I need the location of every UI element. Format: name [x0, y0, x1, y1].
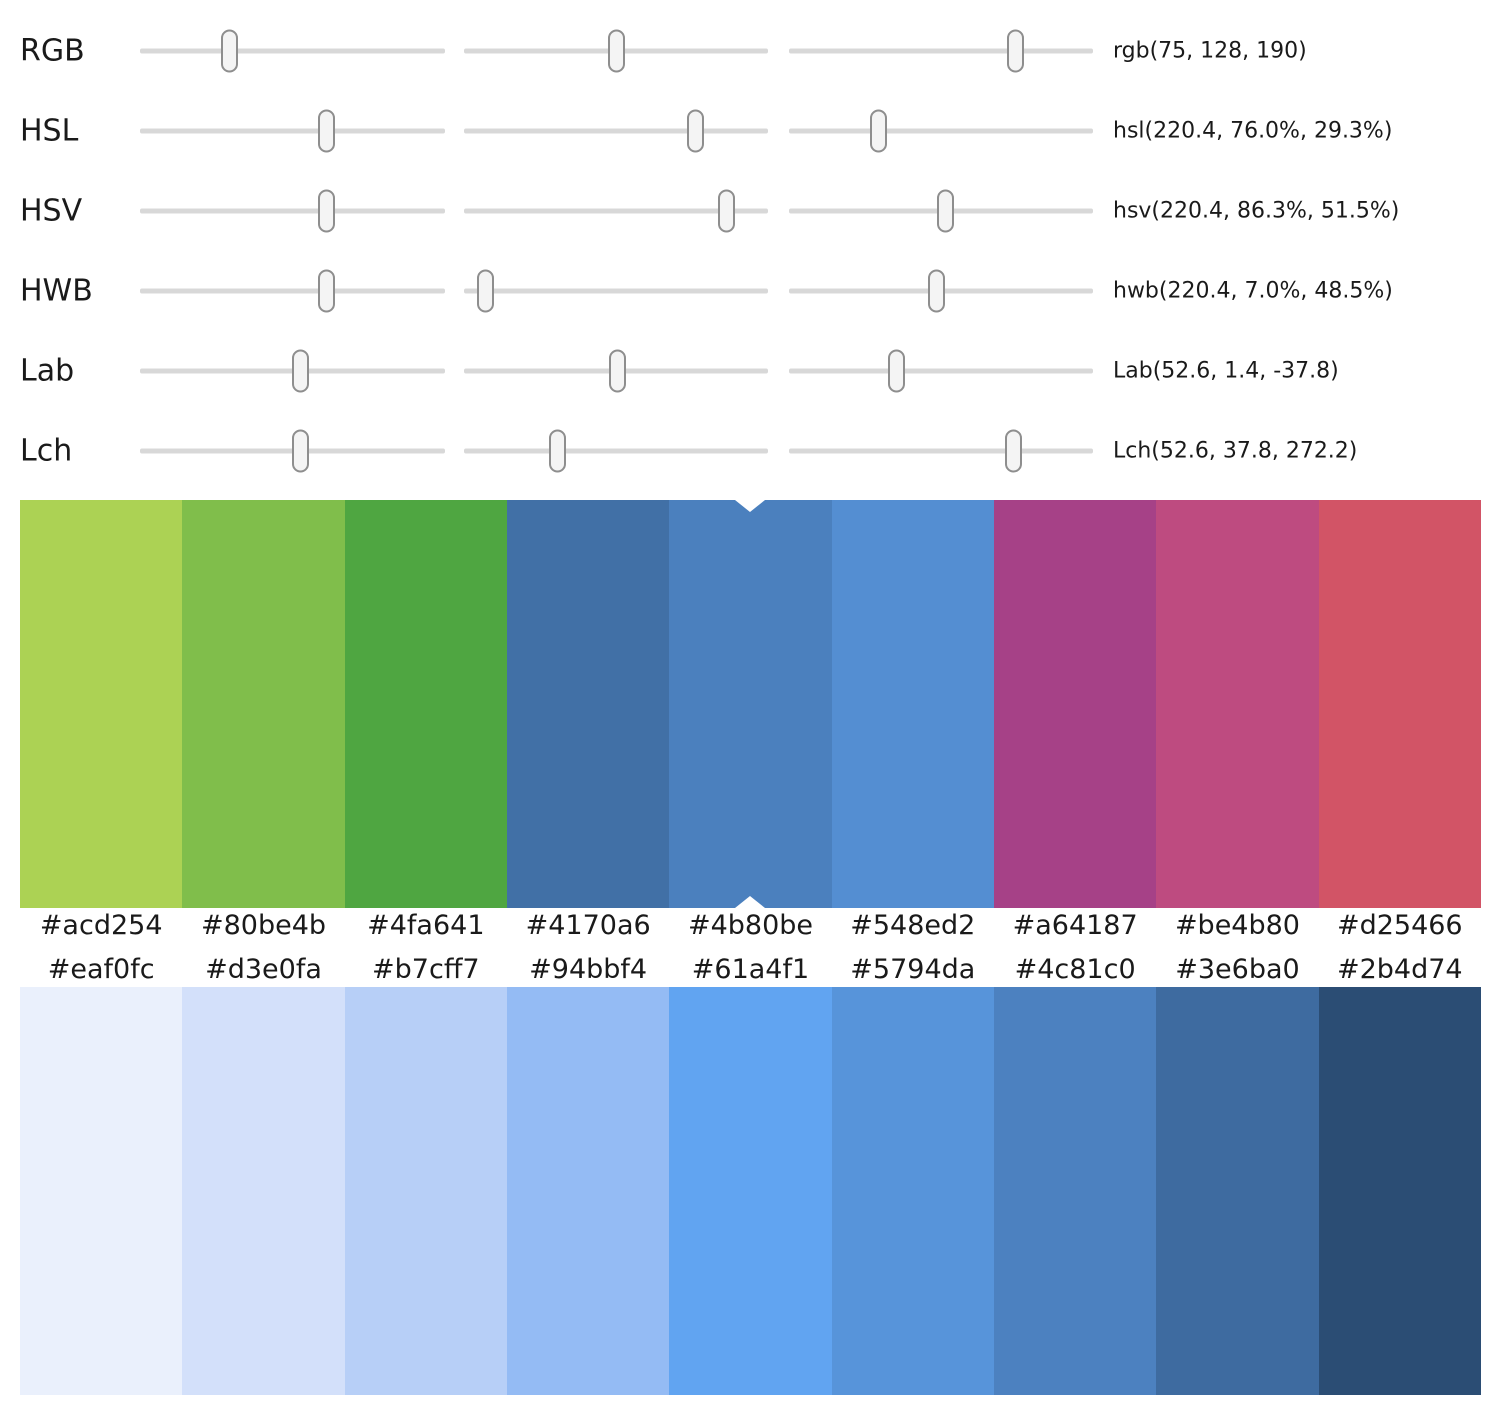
palette-swatch[interactable]	[1156, 500, 1319, 908]
slider-thumb[interactable]	[1006, 29, 1024, 73]
slider-thumb[interactable]	[869, 109, 887, 153]
slider-track[interactable]	[464, 448, 768, 454]
hex-code-label: #b7cff7	[372, 954, 480, 985]
hex-code-label: #4b80be	[687, 910, 813, 941]
palette-swatch[interactable]	[20, 987, 183, 1395]
colorspace-label: HSV	[20, 193, 83, 229]
hex-code-label: #eaf0fc	[47, 954, 155, 985]
slider-row-hsv: HSV hsv(220.4, 86.3%, 51.5%)	[0, 171, 1501, 251]
palette-swatch[interactable]	[182, 500, 345, 908]
slider-thumb[interactable]	[318, 189, 336, 233]
slider-track[interactable]	[789, 48, 1093, 54]
palette-swatch[interactable]	[669, 500, 832, 908]
colorspace-label: HWB	[20, 273, 93, 309]
hex-code-label: #61a4f1	[691, 954, 810, 985]
slider-row-rgb: RGB rgb(75, 128, 190)	[0, 11, 1501, 91]
color-value: hsv(220.4, 86.3%, 51.5%)	[1113, 198, 1400, 224]
hex-labels-top: #acd254 #80be4b #4fa641 #4170a6 #4b80be #548e…	[20, 906, 1481, 946]
slider-thumb[interactable]	[887, 349, 905, 393]
hex-code-label: #3e6ba0	[1175, 954, 1300, 985]
palette-swatch[interactable]	[993, 987, 1157, 1395]
palette-swatch[interactable]	[20, 500, 183, 908]
palette-top	[20, 500, 1481, 908]
hex-code-label: #d25466	[1336, 910, 1463, 941]
palette-swatch[interactable]	[831, 500, 994, 908]
hex-code-label: #548ed2	[850, 910, 976, 941]
hex-code-label: #94bbf4	[529, 954, 648, 985]
slider-track[interactable]	[140, 48, 445, 54]
slider-track[interactable]	[464, 208, 768, 214]
hex-code-label: #be4b80	[1174, 910, 1300, 941]
slider-track[interactable]	[789, 448, 1093, 454]
palette-bottom	[20, 987, 1481, 1395]
hex-code-label: #5794da	[850, 954, 976, 985]
hex-code-label: #4170a6	[525, 910, 651, 941]
palette-swatch[interactable]	[344, 987, 507, 1395]
slider-thumb[interactable]	[318, 269, 336, 313]
slider-row-hsl: HSL hsl(220.4, 76.0%, 29.3%)	[0, 91, 1501, 171]
palette-swatch[interactable]	[182, 987, 345, 1395]
color-value: rgb(75, 128, 190)	[1113, 38, 1307, 64]
hex-code-label: #4fa641	[367, 910, 485, 941]
hex-code-label: #acd254	[39, 910, 163, 941]
slider-thumb[interactable]	[476, 269, 494, 313]
hex-labels-bottom: #eaf0fc #d3e0fa #b7cff7 #94bbf4 #61a4f1 #5794…	[20, 950, 1481, 990]
slider-row-hwb: HWB hwb(220.4, 7.0%, 48.5%)	[0, 251, 1501, 331]
slider-thumb[interactable]	[686, 109, 704, 153]
colorspace-label: Lab	[20, 353, 75, 389]
slider-track[interactable]	[140, 288, 445, 294]
slider-track[interactable]	[789, 128, 1093, 134]
slider-thumb[interactable]	[717, 189, 735, 233]
slider-thumb[interactable]	[221, 29, 239, 73]
slider-thumb[interactable]	[291, 429, 309, 473]
selection-notch-bottom	[735, 896, 766, 908]
slider-thumb[interactable]	[608, 29, 626, 73]
palette-swatch[interactable]	[993, 500, 1157, 908]
slider-track[interactable]	[789, 368, 1093, 374]
slider-track[interactable]	[464, 128, 768, 134]
hex-code-label: #4c81c0	[1014, 954, 1136, 985]
color-value: hwb(220.4, 7.0%, 48.5%)	[1113, 278, 1393, 304]
slider-thumb[interactable]	[937, 189, 955, 233]
palette-swatch[interactable]	[1156, 987, 1319, 1395]
color-value: Lch(52.6, 37.8, 272.2)	[1113, 438, 1358, 464]
slider-thumb[interactable]	[548, 429, 566, 473]
slider-track[interactable]	[464, 288, 768, 294]
slider-thumb[interactable]	[318, 109, 336, 153]
slider-thumb[interactable]	[609, 349, 627, 393]
palette-swatch[interactable]	[506, 500, 670, 908]
selection-notch-top	[735, 500, 766, 512]
hex-code-label: #a64187	[1012, 910, 1138, 941]
hex-code-label: #d3e0fa	[205, 954, 322, 985]
colorspace-label: Lch	[20, 433, 73, 469]
slider-row-lch: Lch Lch(52.6, 37.8, 272.2)	[0, 411, 1501, 491]
palette-swatch[interactable]	[1318, 500, 1481, 908]
hex-code-label: #80be4b	[200, 910, 327, 941]
colorspace-label: HSL	[20, 113, 79, 149]
palette-swatch[interactable]	[1318, 987, 1481, 1395]
slider-thumb[interactable]	[291, 349, 309, 393]
slider-thumb[interactable]	[927, 269, 945, 313]
color-value: hsl(220.4, 76.0%, 29.3%)	[1113, 118, 1393, 144]
hex-code-label: #2b4d74	[1336, 954, 1463, 985]
slider-thumb[interactable]	[1005, 429, 1023, 473]
slider-row-lab: Lab Lab(52.6, 1.4, -37.8)	[0, 331, 1501, 411]
colorspace-label: RGB	[20, 33, 85, 69]
slider-track[interactable]	[140, 208, 445, 214]
palette-swatch[interactable]	[344, 500, 507, 908]
color-value: Lab(52.6, 1.4, -37.8)	[1113, 358, 1339, 384]
slider-track[interactable]	[140, 128, 445, 134]
palette-swatch[interactable]	[831, 987, 994, 1395]
palette-swatch[interactable]	[669, 987, 832, 1395]
palette-swatch[interactable]	[506, 987, 670, 1395]
